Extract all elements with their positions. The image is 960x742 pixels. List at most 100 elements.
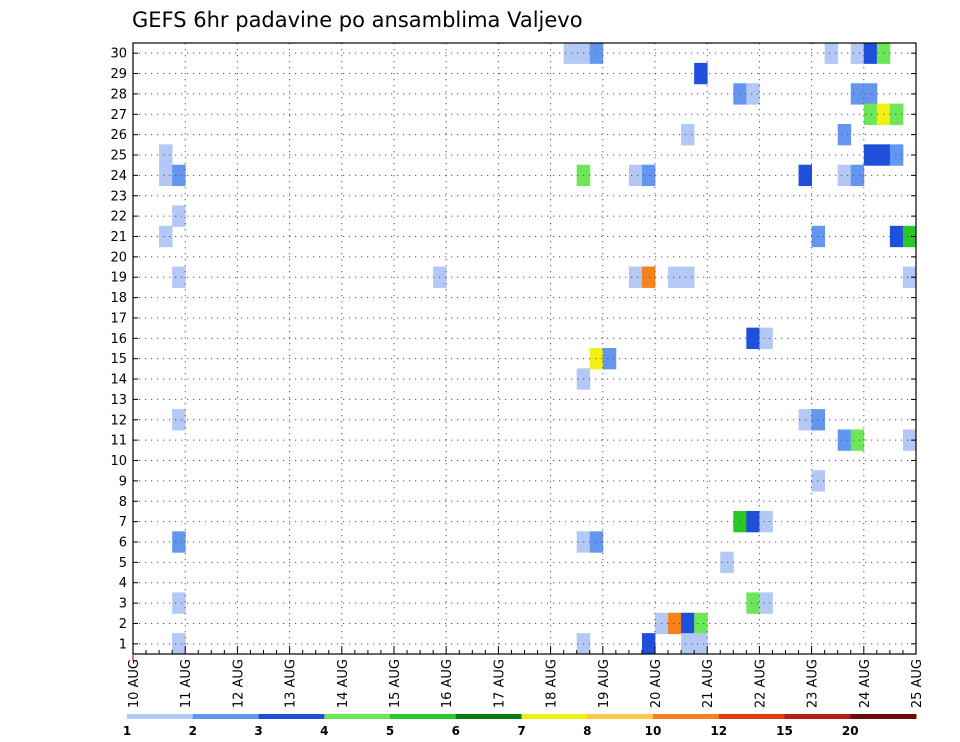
- heatmap-cell: [746, 83, 760, 105]
- y-tick-label: 25: [110, 149, 127, 164]
- x-tick-label: 25 AUG: [910, 659, 925, 708]
- y-axis: 1234567891011121314151617181920212223242…: [110, 47, 916, 652]
- heatmap-cell: [694, 612, 708, 635]
- y-tick-label: 8: [119, 495, 127, 510]
- heatmap-cell: [589, 42, 604, 64]
- colorbar-segment: [324, 714, 391, 719]
- colorbar-segment: [653, 714, 720, 719]
- heatmap-cell: [889, 144, 904, 166]
- x-tick-label: 15 AUG: [388, 659, 403, 708]
- y-tick-label: 27: [110, 108, 127, 123]
- y-tick-label: 15: [110, 352, 127, 367]
- x-tick-label: 20 AUG: [649, 659, 664, 708]
- x-tick-label: 13 AUG: [284, 659, 299, 708]
- y-tick-label: 2: [119, 617, 127, 632]
- heatmap-cell: [159, 164, 173, 187]
- heatmap-cell: [172, 633, 186, 655]
- y-tick-label: 28: [110, 87, 127, 102]
- y-tick-label: 10: [110, 454, 127, 469]
- heatmap-cell: [681, 633, 695, 655]
- heatmap-cell: [159, 225, 173, 248]
- y-tick-label: 22: [110, 210, 127, 225]
- y-tick-label: 18: [110, 291, 127, 306]
- colorbar-segment: [127, 714, 194, 719]
- y-tick-label: 20: [110, 250, 127, 265]
- colorbar-label: 6: [452, 724, 460, 738]
- colorbar-segment: [390, 714, 457, 719]
- heatmap-cell: [759, 327, 773, 349]
- y-tick-label: 24: [110, 169, 127, 184]
- heatmap-cell: [628, 164, 643, 187]
- heatmap-cell: [681, 266, 695, 288]
- y-tick-label: 3: [119, 597, 127, 612]
- heatmap-cell: [720, 551, 734, 574]
- x-tick-label: 16 AUG: [440, 659, 455, 708]
- heatmap-cell: [668, 612, 682, 635]
- heatmap-cell: [746, 592, 760, 614]
- heatmap-cell: [172, 266, 186, 288]
- x-tick-label: 17 AUG: [492, 659, 507, 708]
- y-tick-label: 6: [119, 535, 127, 550]
- heatmap-cell: [589, 348, 604, 370]
- colorbar-legend: 1 2 3 4 5 6 7 8 10 12 15 20: [123, 714, 917, 738]
- x-tick-label: 23 AUG: [806, 659, 821, 708]
- heatmap-cell: [811, 409, 826, 431]
- x-tick-label: 14 AUG: [336, 659, 351, 708]
- y-tick-label: 17: [110, 311, 127, 326]
- colorbar-segment: [784, 714, 851, 719]
- y-tick-label: 19: [110, 271, 127, 286]
- colorbar-segment: [455, 714, 522, 719]
- heatmap-cell: [172, 164, 186, 187]
- heatmap-cell: [681, 123, 695, 146]
- heatmap-cell: [641, 164, 656, 187]
- heatmap-cell: [850, 164, 865, 187]
- colorbar-segment: [521, 714, 588, 719]
- x-tick-label: 10 AUG: [127, 659, 142, 708]
- heatmap-cell: [759, 510, 773, 533]
- colorbar-label: 5: [386, 724, 394, 738]
- heatmap-cell: [746, 327, 760, 349]
- colorbar-label: 15: [776, 724, 793, 738]
- heatmap-cell: [850, 42, 865, 64]
- colorbar-label: 1: [123, 724, 131, 738]
- y-tick-label: 12: [110, 413, 127, 428]
- heatmap-cell: [602, 348, 617, 370]
- heatmap-cell: [863, 103, 878, 125]
- y-tick-label: 30: [110, 47, 127, 62]
- heatmap-cell: [668, 266, 682, 288]
- heatmap-cell: [694, 62, 708, 85]
- heatmap-cell: [889, 225, 904, 248]
- heatmap-cell: [563, 42, 578, 64]
- plot-frame: [132, 42, 917, 655]
- y-tick-label: 14: [110, 373, 127, 388]
- heatmap-cell: [837, 164, 852, 187]
- heatmap-cell: [902, 429, 917, 451]
- heatmap-cell: [902, 266, 917, 288]
- x-tick-label: 21 AUG: [701, 659, 716, 708]
- heatmap-cell: [628, 266, 643, 288]
- heatmap-cell: [746, 510, 760, 533]
- y-tick-label: 23: [110, 189, 127, 204]
- heatmap-cell: [863, 42, 878, 64]
- heatmap-cell: [811, 225, 826, 248]
- heatmap-cell: [850, 429, 865, 451]
- x-tick-label: 24 AUG: [858, 659, 873, 708]
- heatmap-cell: [863, 83, 878, 105]
- x-tick-label: 12 AUG: [231, 659, 246, 708]
- colorbar-segment: [850, 714, 917, 719]
- x-axis: 10 AUG 11 AUG 12 AUG 13 AUG 14 AUG 15 AUG 16 A…: [127, 646, 925, 708]
- heatmap-cell: [889, 103, 904, 125]
- x-tick-label: 22 AUG: [753, 659, 768, 708]
- heatmap-cell: [172, 205, 186, 227]
- heatmap-cell: [824, 42, 839, 64]
- y-tick-label: 29: [110, 67, 127, 82]
- y-tick-label: 9: [119, 474, 127, 489]
- colorbar-label: 8: [583, 724, 591, 738]
- y-tick-label: 11: [110, 434, 127, 449]
- heatmap-cell: [641, 633, 656, 655]
- chart-title: GEFS 6hr padavine po ansamblima Valjevo: [132, 8, 583, 32]
- colorbar-label: 3: [254, 724, 262, 738]
- heatmap-cell: [902, 225, 917, 248]
- colorbar-segment: [718, 714, 785, 719]
